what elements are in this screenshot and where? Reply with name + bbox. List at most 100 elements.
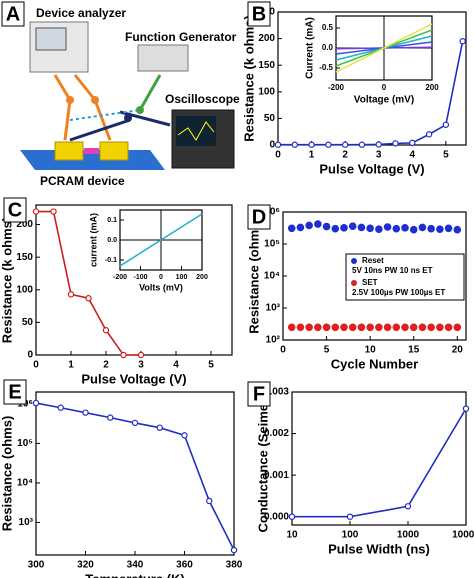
diagram-label: Device analyzer <box>36 6 126 20</box>
data-point <box>308 141 315 148</box>
data-point <box>340 224 348 232</box>
legend-details: 2.5V 100µs PW 100µs ET <box>352 288 445 297</box>
y-axis-label: Conductance (Seimens) <box>255 384 270 532</box>
y-tick-label: 0 <box>269 140 275 151</box>
scope-trace <box>177 121 215 141</box>
data-point <box>314 323 322 332</box>
data-point <box>305 221 313 230</box>
diagram-label: Function Generator <box>125 30 237 44</box>
plot-frame <box>35 391 235 556</box>
chart-panel: 0 5 10 15 20 10² 10³ 10⁴ 10⁵ 10⁶ Cycle Number Resis… <box>246 204 467 371</box>
y-tick-label: 100 <box>258 86 275 97</box>
data-point <box>442 121 450 128</box>
chart-panel: -200 0 200 -0.5 0.0 0.5 Voltage (mV) Current (m… <box>305 15 439 106</box>
data-point <box>459 38 466 45</box>
x-tick-label: 4 <box>410 150 416 161</box>
data-point <box>436 225 444 234</box>
data-point <box>453 225 462 234</box>
x-tick-label: 200 <box>196 274 208 281</box>
data-point <box>348 323 357 332</box>
x-tick-label: 100 <box>176 274 188 281</box>
x-tick-label: 1000 <box>397 530 420 541</box>
x-tick-label: 2 <box>342 150 348 161</box>
data-point <box>418 223 427 232</box>
data-point <box>357 323 366 332</box>
x-tick-label: 100 <box>342 530 359 541</box>
data-point <box>392 323 401 332</box>
y-tick-label: 0.1 <box>107 217 117 224</box>
plot-frame <box>291 391 467 526</box>
x-tick-label: 380 <box>226 560 243 571</box>
y-tick-label: 0.000 <box>264 511 289 522</box>
y-tick-label: 10⁵ <box>17 438 33 449</box>
data-point <box>50 208 57 215</box>
data-point <box>409 225 418 234</box>
data-point <box>206 497 213 505</box>
x-tick-label: 340 <box>127 560 144 571</box>
panel-letter: E <box>8 381 21 403</box>
y-tick-label: 0.002 <box>264 428 289 439</box>
panel-box <box>247 204 271 230</box>
data-point <box>322 222 331 231</box>
legend-box <box>345 253 465 301</box>
data-point <box>366 323 374 332</box>
x-axis-label: Voltage (mV) <box>354 95 414 106</box>
data-point <box>427 224 435 233</box>
diagram-label: PCRAM device <box>40 174 125 188</box>
y-tick-label: 0.5 <box>322 23 334 32</box>
y-tick-label: 10² <box>266 335 281 346</box>
probe <box>124 114 132 122</box>
data-point <box>375 141 382 148</box>
y-tick-label: 10⁴ <box>17 478 33 489</box>
y-tick-label: 0.0 <box>322 43 334 52</box>
panel-box <box>3 197 27 223</box>
data-point <box>131 419 139 427</box>
data-point <box>392 140 399 147</box>
data-point <box>375 225 383 234</box>
data-point <box>383 223 392 231</box>
y-axis-label: Resistance (k ohms) <box>0 217 14 343</box>
x-tick-label: 10 <box>286 530 298 541</box>
x-tick-label: 1 <box>309 150 315 161</box>
series-line <box>119 213 203 267</box>
x-tick-label: 0 <box>33 360 39 371</box>
x-tick-label: 0 <box>275 150 281 161</box>
series-line <box>292 408 467 518</box>
data-point <box>67 291 75 298</box>
x-axis-label: Pulse Voltage (V) <box>319 161 424 176</box>
y-axis-label: current (mA) <box>88 213 98 267</box>
panel-letter: F <box>253 383 265 405</box>
y-tick-label: 50 <box>22 317 34 328</box>
panel-letter: D <box>252 206 266 228</box>
data-point <box>366 224 374 233</box>
chart-panel: -200 -100 0 100 200 -0.1 0.0 0.1 Volts (mV) curre… <box>88 209 208 292</box>
x-axis-label: Cycle Number <box>331 356 418 371</box>
x-tick-label: 4 <box>173 360 179 371</box>
data-point <box>401 224 409 232</box>
data-point <box>418 323 427 332</box>
panel-box <box>247 1 271 27</box>
data-point <box>314 220 322 228</box>
wire <box>69 110 171 142</box>
legend-marker <box>351 280 357 286</box>
data-point <box>137 351 145 359</box>
data-point <box>409 323 418 332</box>
probe <box>91 96 99 104</box>
x-tick-label: 0 <box>159 274 163 281</box>
data-point <box>462 405 470 412</box>
x-tick-label: 15 <box>408 345 420 356</box>
y-tick-label: 200 <box>258 33 275 44</box>
data-point <box>274 141 282 148</box>
y-tick-label: 150 <box>258 60 275 71</box>
data-point <box>331 323 340 332</box>
x-axis-label: Pulse Voltage (V) <box>81 371 186 386</box>
data-point <box>346 513 354 520</box>
scope-screen <box>176 116 216 146</box>
data-point <box>57 404 64 411</box>
wire <box>138 74 162 111</box>
panel-letter: C <box>8 199 22 221</box>
data-point <box>375 323 383 332</box>
